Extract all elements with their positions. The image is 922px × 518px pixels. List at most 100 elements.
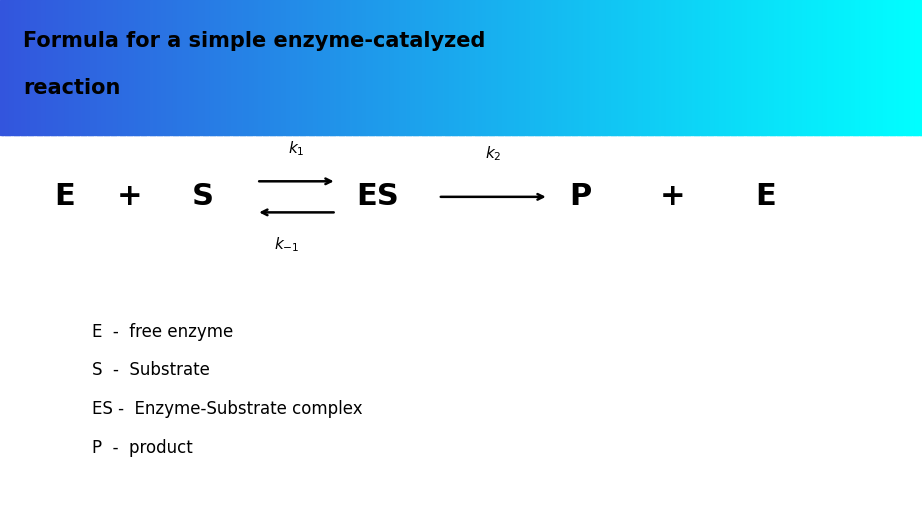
- Bar: [479, 0, 483, 135]
- Bar: [92, 0, 96, 135]
- Bar: [493, 0, 496, 135]
- Bar: [597, 0, 600, 135]
- Bar: [726, 0, 729, 135]
- Bar: [887, 0, 891, 135]
- Bar: [881, 0, 883, 135]
- Bar: [143, 0, 146, 135]
- Bar: [235, 0, 238, 135]
- Bar: [134, 0, 136, 135]
- Bar: [666, 0, 669, 135]
- Bar: [380, 0, 384, 135]
- Bar: [35, 0, 38, 135]
- Bar: [171, 0, 173, 135]
- Bar: [424, 0, 427, 135]
- Bar: [728, 0, 732, 135]
- Text: P  -  product: P - product: [92, 439, 193, 457]
- Bar: [542, 0, 545, 135]
- Bar: [696, 0, 699, 135]
- Bar: [433, 0, 436, 135]
- Bar: [570, 0, 573, 135]
- Bar: [867, 0, 869, 135]
- Bar: [518, 0, 522, 135]
- Bar: [230, 0, 234, 135]
- Bar: [168, 0, 171, 135]
- Bar: [76, 0, 79, 135]
- Bar: [607, 0, 609, 135]
- Bar: [549, 0, 551, 135]
- Bar: [701, 0, 704, 135]
- Bar: [822, 0, 826, 135]
- Bar: [83, 0, 86, 135]
- Bar: [444, 0, 448, 135]
- Bar: [505, 0, 508, 135]
- Bar: [558, 0, 561, 135]
- Bar: [277, 0, 279, 135]
- Bar: [431, 0, 434, 135]
- Bar: [498, 0, 502, 135]
- Bar: [111, 0, 114, 135]
- Bar: [905, 0, 909, 135]
- Bar: [699, 0, 702, 135]
- Bar: [721, 0, 725, 135]
- Bar: [535, 0, 538, 135]
- Bar: [367, 0, 370, 135]
- Bar: [848, 0, 852, 135]
- Bar: [857, 0, 861, 135]
- Bar: [72, 0, 75, 135]
- Bar: [527, 0, 531, 135]
- Text: E: E: [755, 182, 775, 211]
- Bar: [656, 0, 660, 135]
- Bar: [871, 0, 874, 135]
- Bar: [587, 0, 591, 135]
- Bar: [828, 0, 831, 135]
- Bar: [561, 0, 563, 135]
- Bar: [456, 0, 459, 135]
- Bar: [148, 0, 150, 135]
- Bar: [491, 0, 494, 135]
- Bar: [590, 0, 594, 135]
- Bar: [17, 0, 19, 135]
- Bar: [710, 0, 713, 135]
- Bar: [920, 0, 922, 135]
- Bar: [69, 0, 72, 135]
- Bar: [652, 0, 656, 135]
- Bar: [487, 0, 490, 135]
- Bar: [793, 0, 796, 135]
- Text: +: +: [660, 182, 686, 211]
- Bar: [103, 0, 107, 135]
- Text: Formula for a simple enzyme-catalyzed: Formula for a simple enzyme-catalyzed: [23, 32, 485, 51]
- Bar: [28, 0, 31, 135]
- Bar: [521, 0, 524, 135]
- Bar: [763, 0, 766, 135]
- Bar: [198, 0, 201, 135]
- Bar: [841, 0, 845, 135]
- Bar: [830, 0, 833, 135]
- Bar: [804, 0, 808, 135]
- Bar: [668, 0, 671, 135]
- Bar: [747, 0, 751, 135]
- Bar: [892, 0, 895, 135]
- Bar: [862, 0, 865, 135]
- Bar: [228, 0, 231, 135]
- Bar: [644, 0, 646, 135]
- Bar: [97, 0, 100, 135]
- Bar: [194, 0, 196, 135]
- Bar: [205, 0, 208, 135]
- Bar: [39, 0, 42, 135]
- Bar: [269, 0, 273, 135]
- Bar: [408, 0, 411, 135]
- Bar: [429, 0, 431, 135]
- Bar: [385, 0, 388, 135]
- Bar: [238, 0, 241, 135]
- Bar: [813, 0, 817, 135]
- Bar: [2, 0, 6, 135]
- Bar: [426, 0, 430, 135]
- Bar: [265, 0, 268, 135]
- Bar: [844, 0, 846, 135]
- Bar: [576, 0, 579, 135]
- Bar: [661, 0, 665, 135]
- Bar: [94, 0, 98, 135]
- Bar: [272, 0, 275, 135]
- Bar: [312, 0, 314, 135]
- Bar: [232, 0, 236, 135]
